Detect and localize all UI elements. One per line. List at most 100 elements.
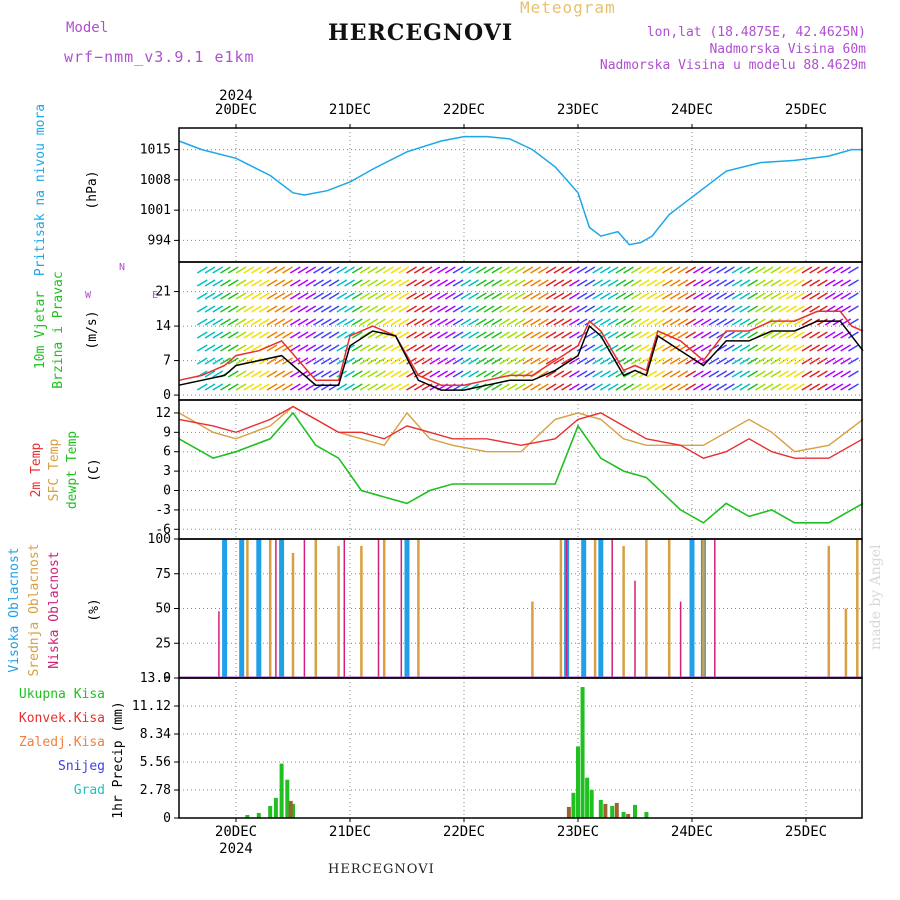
y-tick-label: 0 xyxy=(163,484,171,499)
wind-barb xyxy=(747,344,759,352)
wind-barb xyxy=(204,266,216,274)
wind-barb xyxy=(483,292,495,300)
wind-barb xyxy=(530,279,541,287)
wind-barb xyxy=(483,305,495,313)
wind-barb xyxy=(778,383,790,391)
wind-barb xyxy=(638,266,650,274)
wind-barb xyxy=(848,344,859,352)
wind-barb xyxy=(824,266,836,274)
wind-barb xyxy=(630,266,642,274)
wind-barb xyxy=(801,305,813,313)
wind-barb xyxy=(770,318,782,326)
wind-barb xyxy=(452,331,464,339)
wind-barb xyxy=(444,279,456,287)
wind-barb xyxy=(514,383,526,391)
wind-barb xyxy=(840,344,852,352)
wind-barb xyxy=(514,292,526,300)
wind-barb xyxy=(359,266,371,274)
wind-barb xyxy=(724,370,735,378)
wind-barb xyxy=(638,318,650,326)
cloud-bar-high xyxy=(598,539,604,678)
wind-barb xyxy=(196,331,208,339)
precip-ylabel: 1hr Precip (mm) xyxy=(111,701,126,818)
wind-barb xyxy=(685,292,697,300)
wind-barb xyxy=(607,266,619,274)
wind-barb xyxy=(359,318,371,326)
wind-barb xyxy=(716,357,728,365)
wind-barb xyxy=(212,292,224,300)
wind-barb xyxy=(429,344,441,352)
cloud-bar-mid xyxy=(844,608,848,678)
wind-barb xyxy=(537,305,549,313)
wind-barb xyxy=(840,266,852,274)
wind-barb xyxy=(444,357,456,365)
wind-barb xyxy=(576,383,588,391)
wind-barb xyxy=(592,279,603,287)
wind-barb xyxy=(413,383,425,391)
wind-barb xyxy=(506,305,518,313)
year-label-bottom: 2024 xyxy=(219,841,253,857)
wind-barb xyxy=(266,344,278,352)
wind-barb xyxy=(739,305,751,313)
wind-barb xyxy=(274,331,286,339)
precip-bar xyxy=(580,687,585,818)
wind-barb xyxy=(817,331,828,339)
wind-barb xyxy=(251,344,262,352)
date-label-top: 25DEC xyxy=(785,102,827,118)
wind-barb xyxy=(724,305,735,313)
wind-barb xyxy=(475,318,487,326)
wind-barb xyxy=(220,344,231,352)
wind-ylabel-2: Brzina i Pravac xyxy=(51,271,66,388)
wind-barb xyxy=(328,305,340,313)
y-tick-label: 5.56 xyxy=(140,755,171,770)
wind-barb xyxy=(731,292,743,300)
y-tick-label: -6 xyxy=(155,522,171,537)
wind-barb xyxy=(266,331,278,339)
wind-barb xyxy=(475,344,487,352)
wind-barb xyxy=(731,357,743,365)
wind-barb xyxy=(336,357,348,365)
wind-barb xyxy=(351,318,363,326)
wind-barb xyxy=(778,344,790,352)
pressure-ylabel: Pritisak na nivou mora xyxy=(33,104,48,276)
wind-gust-line xyxy=(178,310,864,386)
wind-barb xyxy=(755,292,766,300)
wind-barb xyxy=(623,292,635,300)
wind-barb xyxy=(266,370,278,378)
wind-barb xyxy=(235,305,247,313)
wind-barb xyxy=(724,292,735,300)
pressure-line xyxy=(178,135,863,246)
wind-barb xyxy=(204,331,216,339)
wind-barb xyxy=(638,292,650,300)
wind-barb xyxy=(770,370,782,378)
wind-barb xyxy=(568,292,580,300)
wind-barb xyxy=(708,318,720,326)
wind-barb xyxy=(196,344,208,352)
wind-barb xyxy=(700,318,712,326)
cloud-bar-mid xyxy=(360,545,363,678)
wind-barb xyxy=(344,370,355,378)
wind-barb xyxy=(700,370,712,378)
wind-barb xyxy=(685,305,697,313)
wind-barb xyxy=(731,370,743,378)
wind-barb xyxy=(669,305,681,313)
wind-barb xyxy=(297,292,309,300)
wind-barb xyxy=(336,292,348,300)
wind-barb xyxy=(359,383,371,391)
wind-barb xyxy=(336,331,348,339)
wind-barb xyxy=(654,305,666,313)
date-label-top: 22DEC xyxy=(443,102,485,118)
wind-barb xyxy=(553,292,565,300)
wind-barb xyxy=(375,266,386,274)
wind-barb xyxy=(499,279,510,287)
wind-barb xyxy=(638,357,650,365)
wind-barb xyxy=(305,292,317,300)
wind-barb xyxy=(251,305,262,313)
wind-barb xyxy=(460,344,472,352)
wind-barb xyxy=(630,357,642,365)
cloud-bar-high xyxy=(279,539,285,678)
wind-barb xyxy=(491,318,503,326)
cloud-bar-mid xyxy=(291,552,295,678)
wind-barb xyxy=(460,318,472,326)
meteogram-label: Meteogram xyxy=(520,0,616,17)
